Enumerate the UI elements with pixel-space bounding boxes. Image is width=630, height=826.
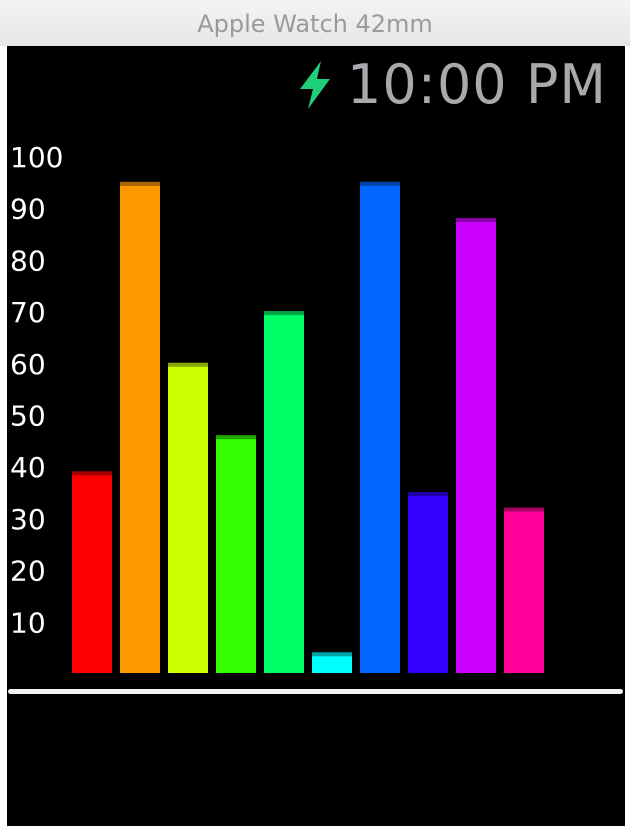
bar: [408, 492, 448, 673]
y-tick-label: 70: [10, 296, 46, 329]
y-axis: 10 20 30 40 50 60 70 80 90 100: [10, 141, 63, 639]
bar-cap-shadow: [360, 181, 400, 186]
bar-cap-shadow: [312, 652, 352, 657]
bar-chart: 10 20 30 40 50 60 70 80 90 100: [10, 141, 544, 674]
window-left-edge: [0, 46, 7, 826]
y-tick-label: 90: [10, 193, 46, 226]
bar: [264, 311, 304, 673]
scroll-indicator[interactable]: [8, 689, 623, 694]
bar-cap-shadow: [120, 181, 160, 186]
y-tick-label: 30: [10, 503, 46, 536]
bar-cap-shadow: [72, 471, 112, 476]
bar: [456, 218, 496, 674]
watch-screen: 10:00 PM 10 20 30 40 50 60 70 80 90 100: [7, 46, 625, 826]
bar: [360, 181, 400, 673]
y-tick-label: 60: [10, 348, 46, 381]
window-title[interactable]: Apple Watch 42mm: [0, 0, 630, 47]
bar-cap-shadow: [168, 362, 208, 367]
bar-cap-shadow: [456, 218, 496, 223]
bolt-icon: [300, 61, 331, 109]
y-tick-label: 10: [10, 606, 46, 639]
bar-cap-shadow: [216, 435, 256, 440]
bar: [72, 471, 112, 673]
bar: [168, 362, 208, 673]
y-tick-label: 100: [10, 141, 63, 174]
y-tick-label: 80: [10, 244, 46, 277]
bar: [120, 181, 160, 673]
bars: [72, 181, 544, 674]
bar: [504, 507, 544, 673]
bar-cap-shadow: [264, 311, 304, 316]
status-time: 10:00 PM: [347, 53, 607, 116]
bar-cap-shadow: [408, 492, 448, 497]
window-right-edge: [625, 46, 630, 826]
y-tick-label: 50: [10, 400, 46, 433]
status-bar: 10:00 PM: [297, 54, 607, 116]
bar-cap-shadow: [504, 507, 544, 512]
y-tick-label: 20: [10, 555, 46, 588]
bar: [216, 435, 256, 673]
bar: [312, 652, 352, 673]
y-tick-label: 40: [10, 451, 46, 484]
